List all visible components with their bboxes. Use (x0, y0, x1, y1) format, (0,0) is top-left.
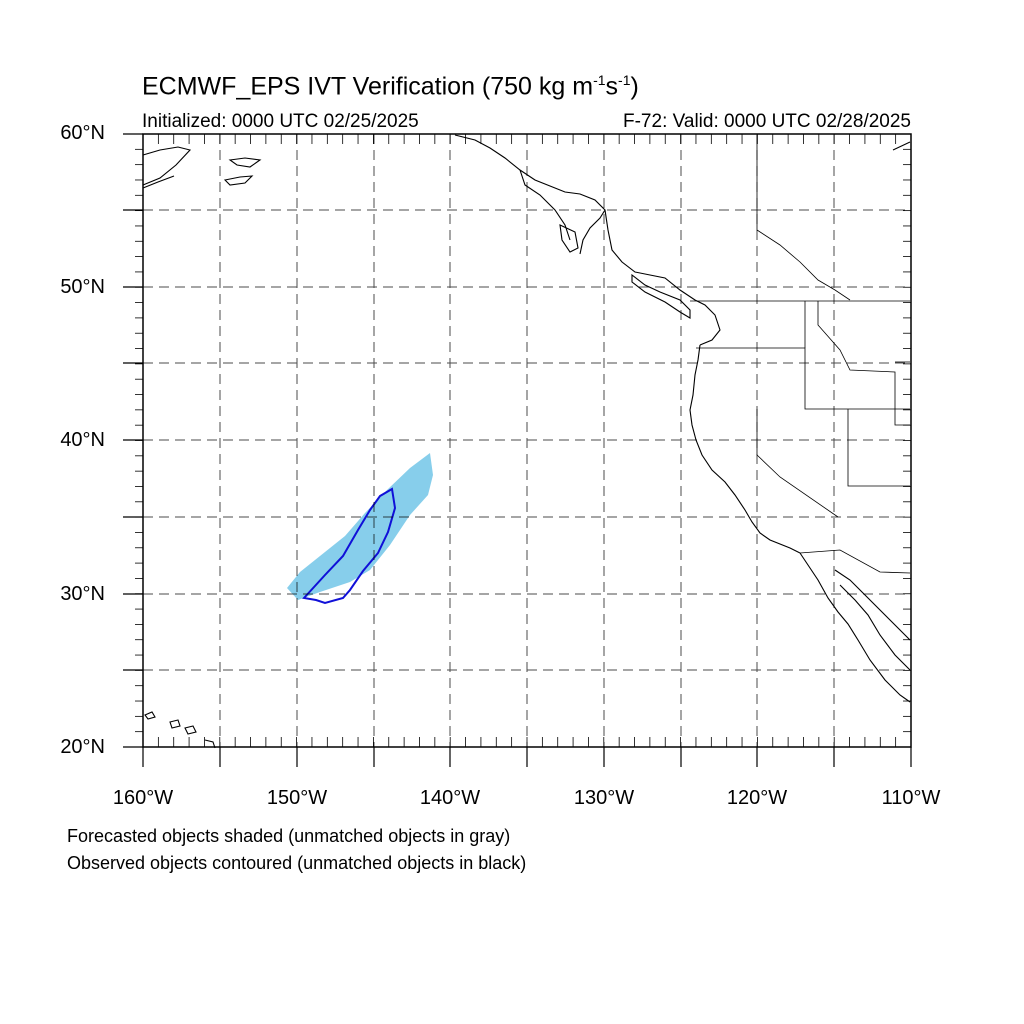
political-boundaries (690, 135, 911, 574)
lon-label-120w: 120°W (726, 787, 788, 809)
lon-label-110w: 110°W (881, 787, 941, 809)
lon-label-140w: 140°W (419, 787, 481, 809)
note-forecast: Forecasted objects shaded (unmatched obj… (67, 826, 511, 846)
valid-label: F-72: Valid: 0000 UTC 02/28/2025 (623, 111, 911, 132)
lat-label-40: 40°N (60, 429, 105, 451)
map-title: ECMWF_EPS IVT Verification (750 kg m-1s-… (142, 72, 639, 101)
lon-label-160w: 160°W (112, 787, 174, 809)
observed-object (302, 487, 397, 605)
lon-label-130w: 130°W (573, 787, 635, 809)
minor-ticks (135, 133, 912, 748)
axis-ticks (123, 133, 912, 767)
initialized-label: Initialized: 0000 UTC 02/25/2025 (142, 111, 419, 132)
lat-label-60: 60°N (60, 122, 105, 144)
graticule (143, 134, 911, 747)
lon-label-150w: 150°W (266, 787, 328, 809)
lat-label-20: 20°N (60, 736, 105, 758)
lat-label-50: 50°N (60, 276, 105, 298)
lat-label-30: 30°N (60, 583, 105, 605)
coastlines (142, 134, 911, 749)
note-observed: Observed objects contoured (unmatched ob… (67, 853, 527, 873)
